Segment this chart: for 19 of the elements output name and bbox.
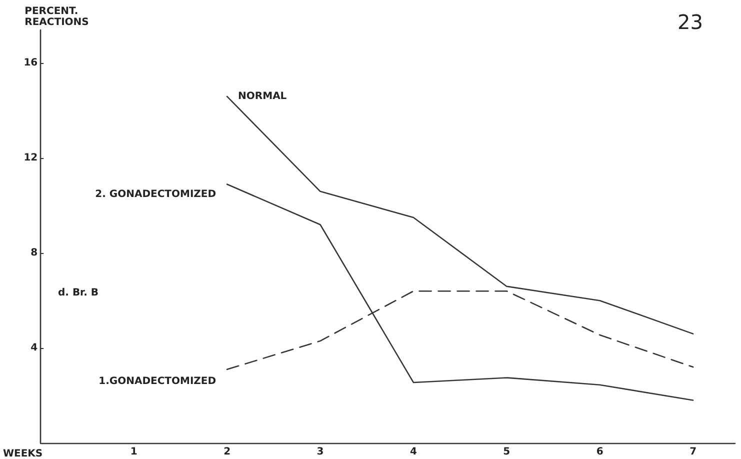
x-tick-label: 1 — [130, 446, 138, 458]
x-tick-label: 4 — [410, 446, 417, 458]
annotation: 23 — [678, 10, 704, 34]
line-series — [226, 184, 694, 401]
y-tick-label: 4 — [30, 342, 38, 354]
x-axis-title: WEEKS — [2, 448, 43, 459]
x-tick-label: 5 — [503, 446, 510, 458]
x-tick-label: 3 — [316, 446, 324, 458]
series-label: 1.GONADECTOMIZED — [98, 376, 216, 387]
y-tick-label: 12 — [24, 152, 38, 164]
y-tick-label: 16 — [24, 58, 38, 69]
series-label: NORMAL — [238, 90, 288, 102]
annotation: d. Br. B — [58, 288, 98, 298]
y-tick-label: 8 — [30, 248, 38, 259]
x-tick-label: 2 — [224, 446, 231, 458]
x-tick-label: 7 — [690, 446, 697, 458]
series-label: 2. GONADECTOMIZED — [95, 188, 216, 200]
x-tick-label: 6 — [596, 446, 604, 458]
y-axis-title: PERCENT. REACTIONS — [24, 6, 89, 28]
